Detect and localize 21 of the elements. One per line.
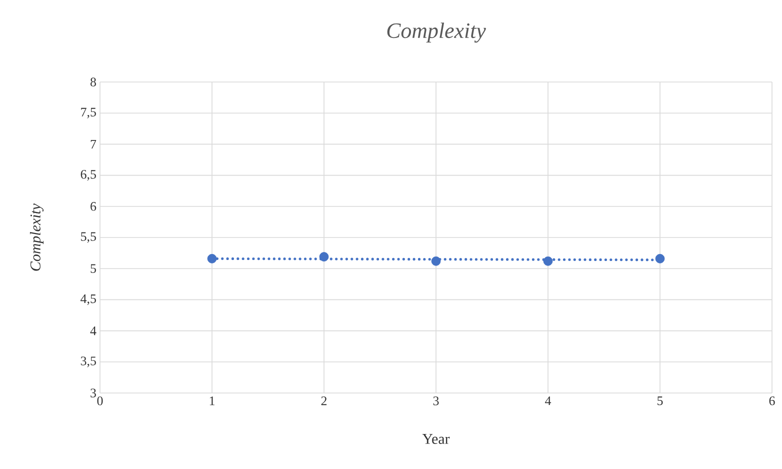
y-tick-label: 4,5 [80, 294, 96, 305]
y-tick-label: 6 [90, 202, 96, 211]
y-axis-title: Complexity [30, 203, 44, 271]
y-tick-label: 5,5 [81, 232, 96, 243]
y-tick-label: 3 [90, 388, 96, 398]
x-tick-label: 5 [658, 396, 663, 406]
x-tick-label: 4 [545, 396, 552, 406]
x-axis-title: Year [422, 434, 450, 444]
chart-title: Complexity [387, 22, 486, 43]
y-tick-label: 7,5 [81, 108, 96, 118]
x-tick-label: 3 [433, 396, 439, 406]
y-tick-label: 8 [90, 78, 96, 86]
y-tick-label: 6,5 [80, 170, 96, 181]
x-tick-label: 2 [321, 396, 327, 406]
x-tick-label: 0 [97, 396, 103, 406]
x-tick-label: 6 [769, 396, 775, 406]
x-tick-label: 1 [210, 396, 214, 406]
y-tick-label: 7 [90, 140, 96, 148]
y-tick-label: 3,5 [80, 356, 96, 368]
y-tick-label: 5 [90, 264, 96, 273]
y-tick-label: 4 [90, 326, 96, 336]
